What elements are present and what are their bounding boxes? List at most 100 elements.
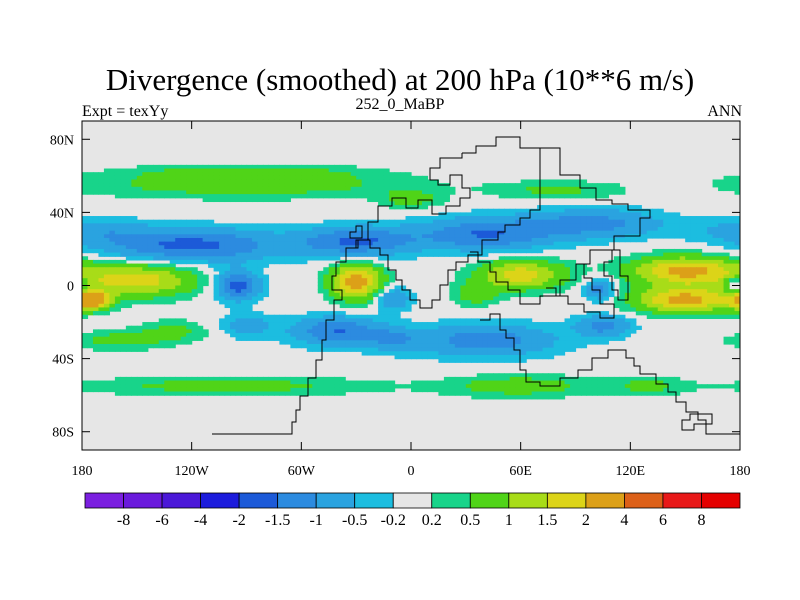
field-cell xyxy=(306,387,313,393)
field-cell xyxy=(548,259,555,265)
field-cell xyxy=(580,223,588,228)
field-cell xyxy=(723,216,730,221)
field-cell xyxy=(526,376,533,382)
field-cell xyxy=(268,241,275,246)
field-cell xyxy=(471,329,478,334)
field-cell xyxy=(471,351,478,356)
field-cell xyxy=(230,300,237,305)
field-cell xyxy=(712,285,719,290)
field-cell xyxy=(147,343,154,349)
field-cell xyxy=(630,267,637,272)
field-cell xyxy=(202,186,209,192)
field-cell xyxy=(580,322,588,327)
field-cell xyxy=(701,252,708,257)
field-cell xyxy=(350,340,357,345)
field-cell xyxy=(120,333,127,338)
field-cell xyxy=(235,314,242,319)
field-cell xyxy=(674,300,681,305)
field-cell xyxy=(389,237,396,243)
field-cell xyxy=(235,234,242,239)
field-cell xyxy=(465,329,472,334)
field-cell xyxy=(476,343,483,349)
field-cell xyxy=(219,234,226,239)
field-cell xyxy=(432,343,440,349)
field-cell xyxy=(608,205,615,210)
field-cell xyxy=(734,303,740,309)
field-cell xyxy=(334,314,341,319)
field-cell xyxy=(597,340,604,345)
field-cell xyxy=(635,387,642,393)
field-cell xyxy=(723,336,730,341)
field-cell xyxy=(131,289,138,294)
field-cell xyxy=(652,281,659,287)
field-cell xyxy=(120,227,127,232)
field-cell xyxy=(273,259,280,265)
field-cell xyxy=(378,387,385,393)
field-cell xyxy=(657,307,664,312)
field-cell xyxy=(350,234,357,239)
field-cell xyxy=(246,292,253,298)
field-cell xyxy=(153,281,160,287)
field-cell xyxy=(487,358,494,363)
field-cell xyxy=(591,314,599,319)
field-cell xyxy=(591,285,599,290)
field-cell xyxy=(438,241,445,246)
field-cell xyxy=(323,245,330,250)
field-cell xyxy=(427,351,434,356)
field-cell xyxy=(361,179,368,184)
field-cell xyxy=(197,329,204,334)
field-cell xyxy=(378,322,385,327)
field-cell xyxy=(153,245,160,250)
field-cell xyxy=(498,234,505,239)
field-cell xyxy=(619,223,626,228)
field-cell xyxy=(213,263,220,268)
field-cell xyxy=(449,358,456,363)
field-cell xyxy=(345,322,352,327)
field-cell xyxy=(164,281,171,287)
period-label: 252_0_MaBP xyxy=(355,96,445,113)
island-outline xyxy=(681,413,713,431)
field-cell xyxy=(657,384,664,389)
field-cell xyxy=(432,234,440,239)
field-cell xyxy=(476,281,483,287)
field-cell xyxy=(454,380,461,385)
field-cell xyxy=(246,274,253,279)
field-cell xyxy=(246,300,253,305)
field-cell xyxy=(701,314,708,319)
field-cell xyxy=(421,340,429,345)
field-cell xyxy=(312,384,319,389)
field-cell xyxy=(613,212,620,217)
field-cell xyxy=(361,314,368,319)
field-cell xyxy=(224,329,231,334)
field-cell xyxy=(630,256,637,261)
field-cell xyxy=(367,333,374,338)
field-cell xyxy=(208,252,215,257)
field-cell xyxy=(405,289,412,294)
field-cell xyxy=(509,234,516,239)
field-cell xyxy=(339,223,346,228)
field-cell xyxy=(219,227,226,232)
field-cell xyxy=(251,179,259,184)
field-cell xyxy=(504,212,511,217)
field-cell xyxy=(646,278,653,283)
field-cell xyxy=(498,333,505,338)
field-cell xyxy=(251,190,259,195)
field-cell xyxy=(306,168,313,173)
field-cell xyxy=(580,318,588,323)
field-cell xyxy=(531,387,538,393)
field-cell xyxy=(580,205,588,210)
field-cell xyxy=(504,263,511,268)
field-cell xyxy=(432,347,440,352)
field-cell xyxy=(591,311,599,316)
field-cell xyxy=(241,289,248,294)
field-cell xyxy=(378,333,385,338)
field-cell xyxy=(498,351,505,356)
field-cell xyxy=(169,237,176,243)
field-cell xyxy=(454,234,461,239)
field-cell xyxy=(608,230,615,235)
field-cell xyxy=(350,296,357,301)
field-cell xyxy=(487,296,494,301)
field-cell xyxy=(125,223,132,228)
field-cell xyxy=(301,376,308,382)
field-cell xyxy=(608,186,615,192)
